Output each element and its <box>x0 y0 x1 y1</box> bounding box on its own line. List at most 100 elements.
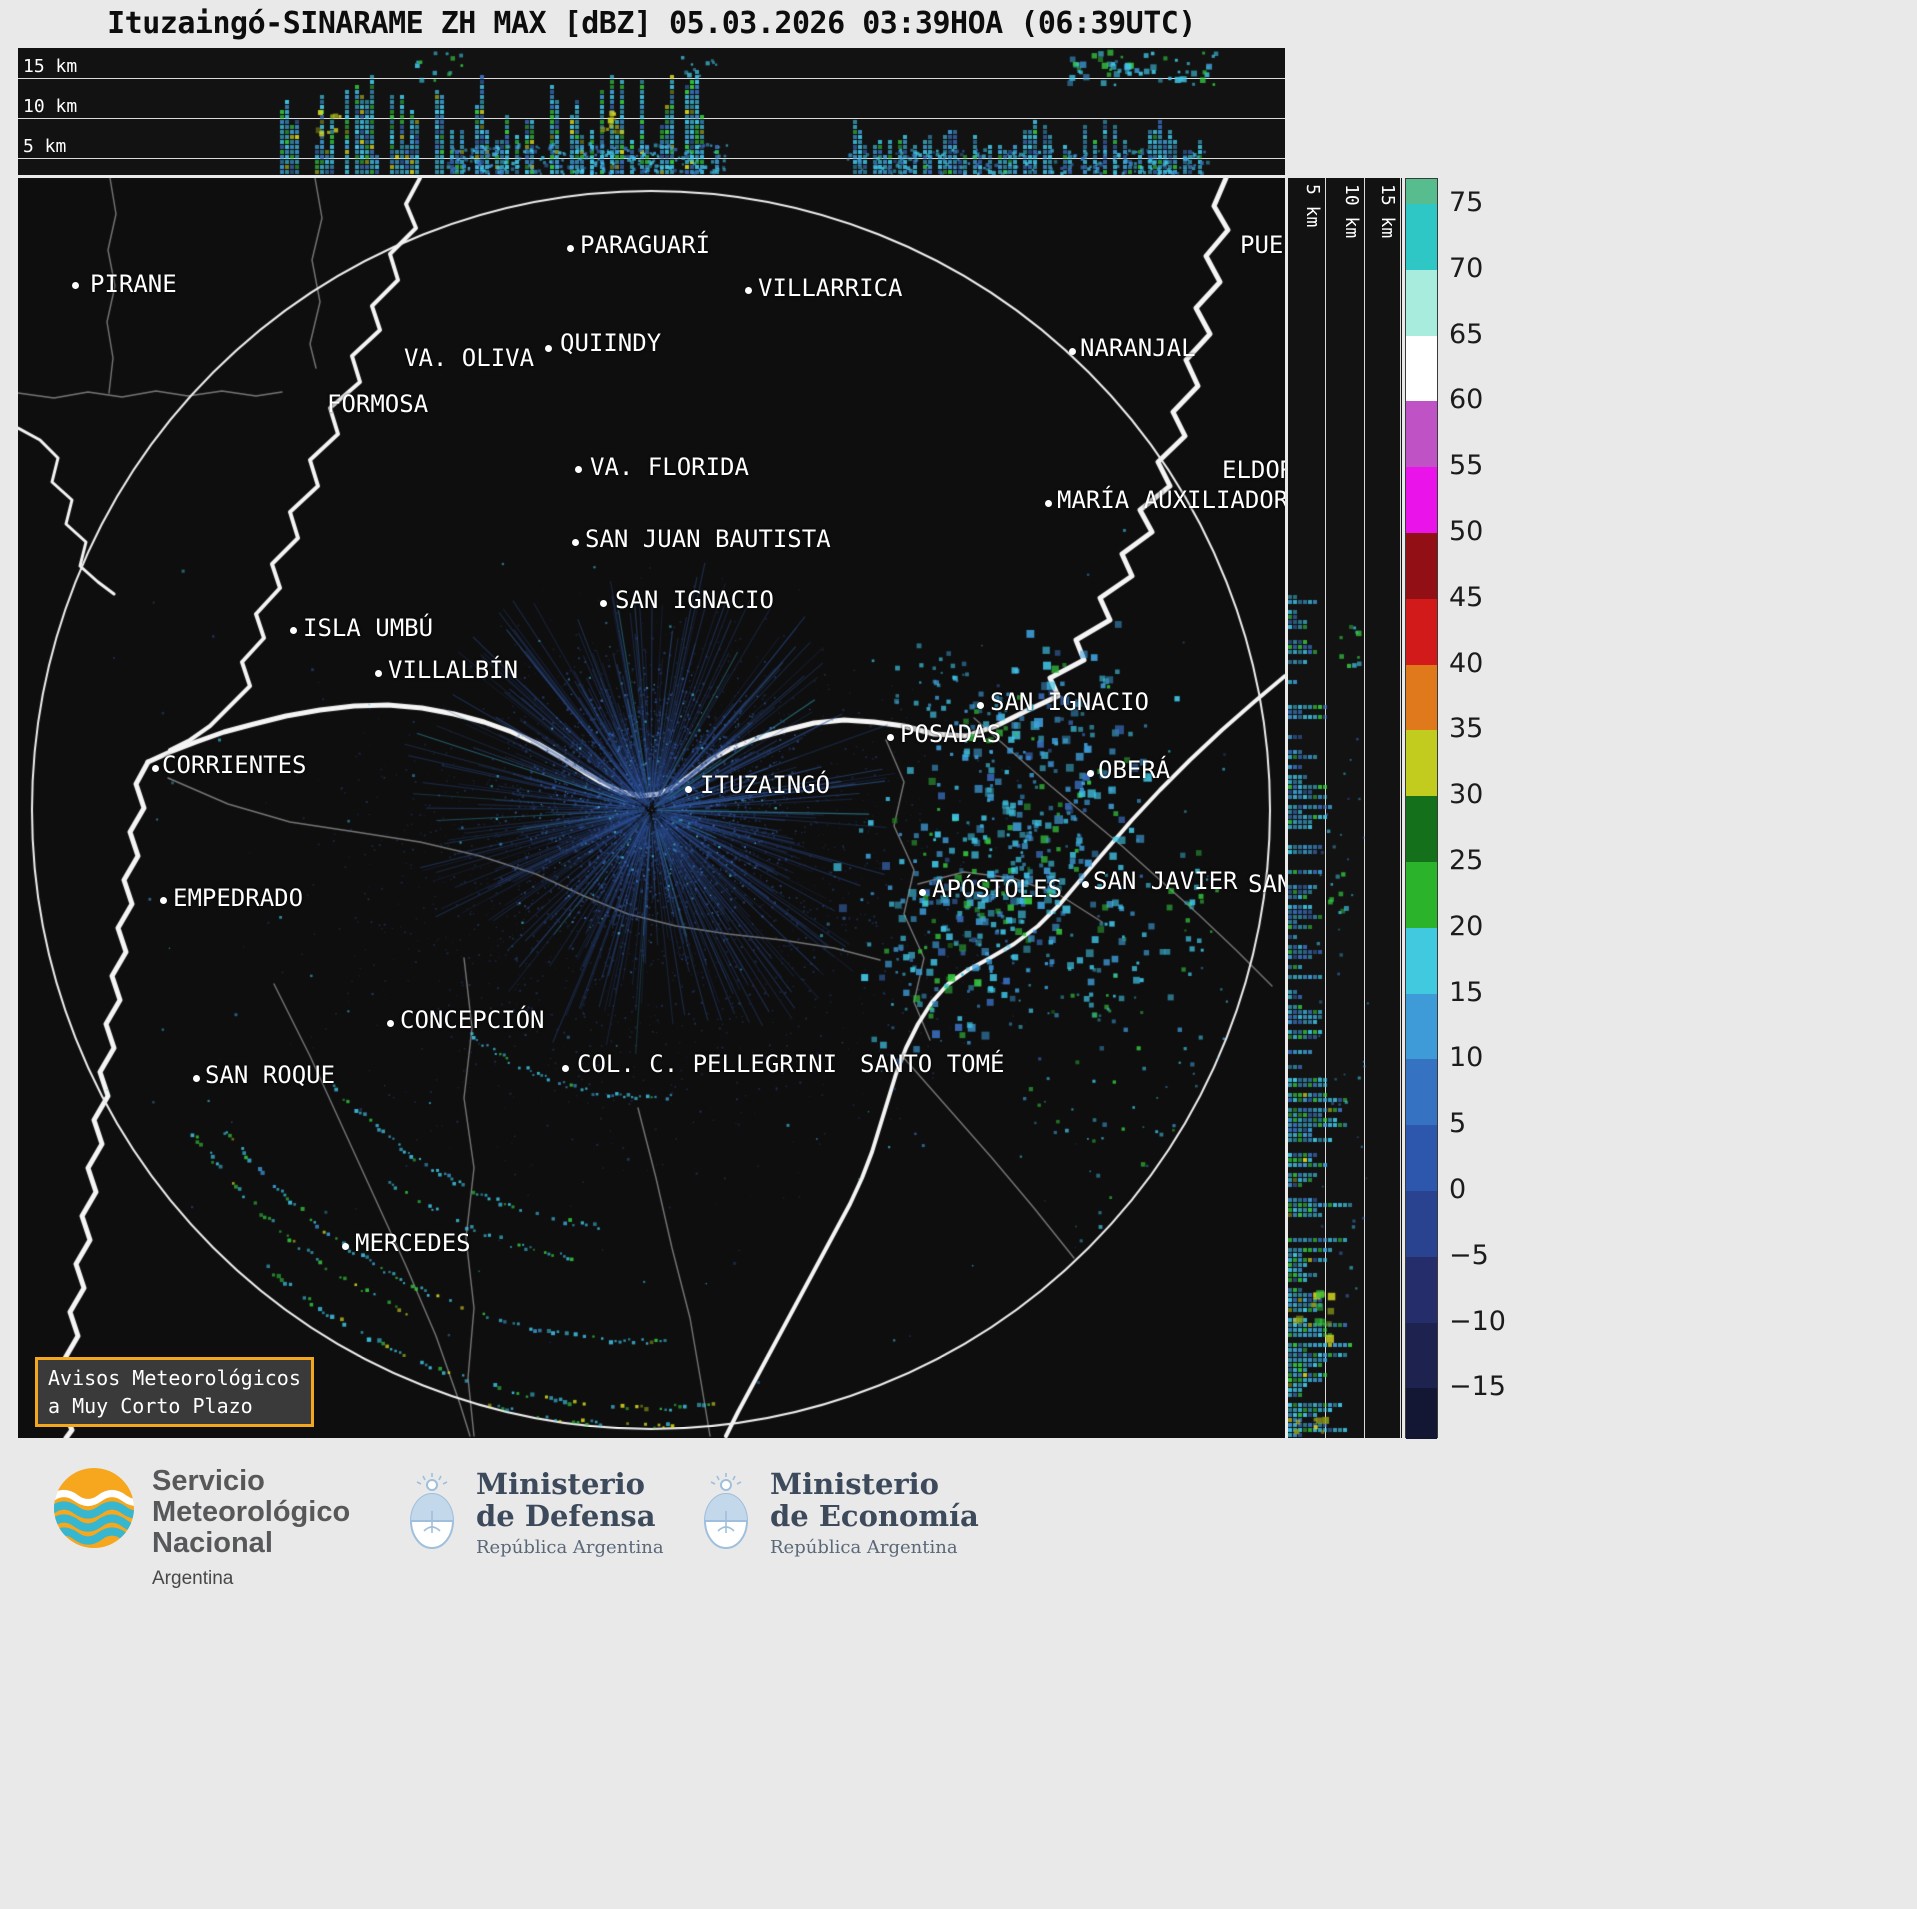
colorbar-tick-label: −5 <box>1449 1239 1489 1271</box>
top-cross-section-canvas <box>18 48 1285 175</box>
city-label: VILLARRICA <box>758 274 903 302</box>
city-label: SAN IGNACIO <box>615 586 774 614</box>
colorbar-segment <box>1406 335 1437 402</box>
colorbar-tick-label: 40 <box>1449 647 1484 679</box>
alert-line-2: a Muy Corto Plazo <box>48 1394 253 1418</box>
colorbar-segment <box>1406 796 1437 862</box>
colorbar-segment <box>1406 1322 1437 1389</box>
smn-sun-icon <box>54 1468 134 1548</box>
colorbar-tick-label: 45 <box>1449 581 1484 613</box>
radar-title: Ituzaingó-SINARAME ZH MAX [dBZ] 05.03.20… <box>107 6 1196 41</box>
city-label: COL. C. PELLEGRINI <box>577 1050 838 1078</box>
city-dot <box>160 897 167 904</box>
city-dot <box>572 539 579 546</box>
ministry-name-line2: de Economía <box>770 1499 979 1533</box>
radar-map-canvas <box>18 178 1285 1438</box>
city-dot <box>1087 770 1094 777</box>
city-label: QUIINDY <box>560 329 662 357</box>
city-dot <box>290 627 297 634</box>
colorbar-segment <box>1406 204 1437 270</box>
city-label: SAN JAVIER <box>1093 867 1238 895</box>
colorbar-segment <box>1406 1190 1437 1257</box>
city-label: ITUZAINGÓ <box>700 771 831 799</box>
height-axis-label: 15 km <box>1377 184 1398 239</box>
height-axis-label: 10 km <box>1341 184 1362 239</box>
city-label: EMPEDRADO <box>173 884 304 912</box>
ministry-name-line2: de Defensa <box>476 1499 656 1533</box>
city-label: OBERÁ <box>1098 756 1171 784</box>
colorbar-tick-label: −10 <box>1449 1305 1506 1337</box>
coat-of-arms-icon <box>410 1473 454 1549</box>
colorbar-segment <box>1406 927 1437 994</box>
city-label: MARÍA AUXILIADORA <box>1057 486 1285 514</box>
colorbar-segment <box>1406 598 1437 665</box>
smn-name-line1: Servicio <box>152 1465 265 1497</box>
colorbar-tick-label: 75 <box>1449 187 1484 218</box>
alert-box: Avisos Meteorológicos a Muy Corto Plazo <box>35 1357 314 1427</box>
city-dot <box>977 702 984 709</box>
city-label: MERCEDES <box>355 1229 471 1257</box>
city-dot <box>600 600 607 607</box>
smn-logo-block: Servicio Meteorológico Nacional Argentin… <box>52 1466 350 1594</box>
city-dot <box>887 734 894 741</box>
colorbar-tick-label: 0 <box>1449 1174 1467 1205</box>
city-label: CONCEPCIÓN <box>400 1006 545 1034</box>
colorbar-tick-label: 15 <box>1449 976 1484 1008</box>
city-label: VILLALBÍN <box>388 656 519 684</box>
right-cross-section-panel: 5 km 10 km 15 km <box>1288 178 1402 1438</box>
city-dot <box>1082 881 1089 888</box>
right-cross-section-canvas <box>1288 178 1402 1438</box>
city-dot <box>575 466 582 473</box>
city-label: ISLA UMBÚ <box>303 614 434 642</box>
height-axis-label: 5 km <box>23 136 67 157</box>
city-dot <box>562 1065 569 1072</box>
colorbar-tick-label: 55 <box>1449 450 1484 482</box>
city-label: SAN IGNACIO <box>990 688 1149 716</box>
city-label: VA. OLIVA <box>404 344 535 372</box>
colorbar-segment <box>1406 532 1437 599</box>
ministry-subtitle: República Argentina <box>770 1537 958 1558</box>
ministry-name-line1: Ministerio <box>770 1467 940 1501</box>
colorbar-segment <box>1406 730 1437 797</box>
ministry-economia-logo: Ministerio de Economía República Argenti… <box>698 1468 979 1558</box>
colorbar-tick-label: 25 <box>1449 845 1484 876</box>
height-axis-label: 10 km <box>23 96 78 117</box>
city-dot <box>567 245 574 252</box>
main-radar-map: PIRANE PARAGUARÍ VILLARRICA QUIINDY VA. OLIV… <box>18 178 1285 1438</box>
colorbar <box>1405 178 1438 1439</box>
city-dot <box>375 670 382 677</box>
city-label: SANTO TOMÉ <box>860 1050 1005 1078</box>
colorbar-tick-label: 70 <box>1449 252 1484 284</box>
ministry-defensa-logo: Ministerio de Defensa República Argentin… <box>404 1468 664 1558</box>
colorbar-tick-label: 60 <box>1449 384 1484 416</box>
city-dot <box>387 1020 394 1027</box>
colorbar-segment <box>1406 861 1437 928</box>
city-label: SAN JUAN BAUTISTA <box>585 525 831 553</box>
city-dot <box>72 282 79 289</box>
colorbar-tick-label: 50 <box>1449 516 1484 547</box>
colorbar-tick-label: 20 <box>1449 910 1484 942</box>
colorbar-tick-label: 5 <box>1449 1108 1467 1140</box>
colorbar-segment <box>1406 1256 1437 1323</box>
city-label: PIRANE <box>90 270 177 298</box>
city-dot <box>152 765 159 772</box>
smn-name-line2: Meteorológico <box>152 1496 351 1528</box>
colorbar-segment <box>1406 1059 1437 1126</box>
colorbar-segment <box>1406 269 1437 336</box>
city-dot <box>745 287 752 294</box>
colorbar-tick-label: 35 <box>1449 713 1484 745</box>
smn-name-line3: Nacional <box>152 1527 273 1559</box>
city-label: VA. FLORIDA <box>590 453 749 481</box>
top-cross-section-panel: 15 km 10 km 5 km <box>18 48 1285 175</box>
city-label: SAN <box>1248 870 1285 898</box>
city-label: PARAGUARÍ <box>580 231 711 259</box>
smn-country: Argentina <box>152 1568 234 1589</box>
colorbar-segment <box>1406 467 1437 533</box>
colorbar-segment <box>1406 1125 1437 1191</box>
city-label: FORMOSA <box>327 390 429 418</box>
city-label: CORRIENTES <box>162 751 307 779</box>
city-label: NARANJAL <box>1080 334 1196 362</box>
coat-of-arms-icon <box>704 1473 748 1549</box>
city-dot <box>1045 500 1052 507</box>
